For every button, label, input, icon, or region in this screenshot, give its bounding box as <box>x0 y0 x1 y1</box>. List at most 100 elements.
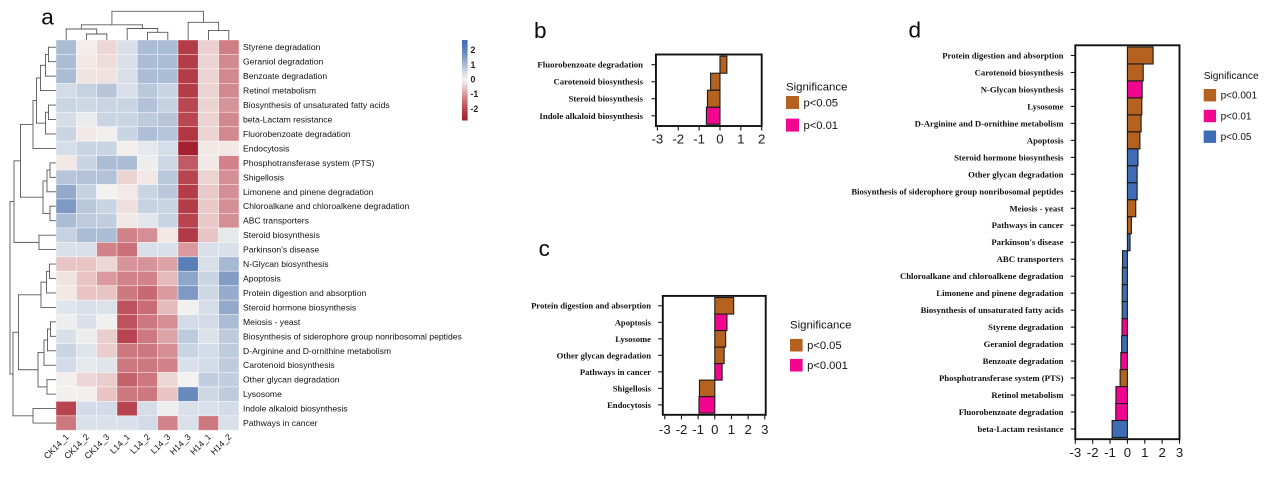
svg-text:Parkinson's disease: Parkinson's disease <box>991 237 1063 247</box>
svg-text:Biosynthesis of siderophore gr: Biosynthesis of siderophore group nonrib… <box>243 331 462 341</box>
svg-text:-2: -2 <box>676 422 688 437</box>
svg-text:a: a <box>41 4 54 29</box>
svg-text:1: 1 <box>728 422 735 437</box>
svg-text:Benzoate degradation: Benzoate degradation <box>243 71 327 81</box>
svg-text:Steroid hormone biosynthesis: Steroid hormone biosynthesis <box>954 152 1064 162</box>
svg-text:Biosynthesis of unsaturated fa: Biosynthesis of unsaturated fatty acids <box>243 100 390 110</box>
svg-text:Other glycan degradation: Other glycan degradation <box>243 375 340 385</box>
svg-text:Shigellosis: Shigellosis <box>243 172 284 182</box>
svg-text:Apoptosis: Apoptosis <box>615 317 652 327</box>
svg-text:Protein digestion and absorpti: Protein digestion and absorption <box>243 288 366 298</box>
svg-text:-1: -1 <box>1104 445 1116 460</box>
svg-text:Fluorobenzoate degradation: Fluorobenzoate degradation <box>537 60 643 70</box>
svg-text:2: 2 <box>744 422 751 437</box>
svg-text:Indole alkaloid biosynthesis: Indole alkaloid biosynthesis <box>539 111 643 121</box>
svg-text:Carotenoid biosynthesis: Carotenoid biosynthesis <box>975 67 1065 77</box>
svg-text:3: 3 <box>761 422 768 437</box>
svg-text:-3: -3 <box>652 132 664 147</box>
svg-text:Fluorobenzoate degradation: Fluorobenzoate degradation <box>243 129 351 139</box>
svg-text:Shigellosis: Shigellosis <box>613 383 652 393</box>
svg-text:Meiosis - yeast: Meiosis - yeast <box>243 317 301 327</box>
svg-text:Geraniol degradation: Geraniol degradation <box>243 57 323 67</box>
svg-text:p<0.05: p<0.05 <box>804 97 839 109</box>
svg-text:Limonene and pinene degradatio: Limonene and pinene degradation <box>243 187 374 197</box>
svg-text:Meiosis - yeast: Meiosis - yeast <box>1009 203 1063 213</box>
svg-text:Other glycan degradation: Other glycan degradation <box>557 350 652 360</box>
svg-text:p<0.001: p<0.001 <box>807 360 848 372</box>
svg-text:Indole alkaloid biosynthesis: Indole alkaloid biosynthesis <box>243 404 348 414</box>
svg-text:Other glycan degradation: Other glycan degradation <box>968 169 1064 179</box>
svg-text:Retinol metabolism: Retinol metabolism <box>991 390 1064 400</box>
svg-text:Pathways in cancer: Pathways in cancer <box>992 220 1064 230</box>
svg-text:d: d <box>909 18 922 43</box>
svg-text:0: 0 <box>471 74 476 84</box>
svg-text:Protein digestion and absorpti: Protein digestion and absorption <box>531 301 651 311</box>
svg-text:Phosphotransferase system (PTS: Phosphotransferase system (PTS) <box>243 158 374 168</box>
svg-text:-1: -1 <box>692 422 704 437</box>
svg-text:Steroid hormone biosynthesis: Steroid hormone biosynthesis <box>243 302 356 312</box>
svg-text:p<0.01: p<0.01 <box>804 120 839 132</box>
svg-text:-1: -1 <box>471 89 479 99</box>
svg-text:0: 0 <box>716 132 723 147</box>
svg-text:2: 2 <box>1158 445 1165 460</box>
svg-text:Significance: Significance <box>786 82 847 94</box>
svg-text:Biosynthesis of siderophore gr: Biosynthesis of siderophore group nonrib… <box>851 186 1064 196</box>
svg-text:Apoptosis: Apoptosis <box>243 274 281 284</box>
svg-text:Limonene and pinene degradatio: Limonene and pinene degradation <box>936 288 1063 298</box>
svg-text:3: 3 <box>1176 445 1183 460</box>
svg-text:b: b <box>534 18 547 43</box>
svg-text:0: 0 <box>1124 445 1131 460</box>
svg-text:2: 2 <box>471 45 476 55</box>
svg-text:Benzoate degradation: Benzoate degradation <box>983 356 1064 366</box>
svg-text:ABC transporters: ABC transporters <box>997 254 1064 264</box>
svg-text:1: 1 <box>471 60 476 70</box>
svg-text:Retinol metabolism: Retinol metabolism <box>243 86 316 96</box>
svg-text:beta-Lactam resistance: beta-Lactam resistance <box>243 115 333 125</box>
svg-text:Lysosome: Lysosome <box>243 389 282 399</box>
svg-text:Significance: Significance <box>790 320 851 332</box>
svg-text:Steroid biosynthesis: Steroid biosynthesis <box>569 94 644 104</box>
svg-text:Pathways in cancer: Pathways in cancer <box>243 418 318 428</box>
svg-text:-1: -1 <box>693 132 705 147</box>
svg-text:0: 0 <box>711 422 718 437</box>
svg-text:Chloroalkane and chloroalkene: Chloroalkane and chloroalkene degradatio… <box>243 201 409 211</box>
svg-text:-2: -2 <box>672 132 684 147</box>
svg-text:p<0.001: p<0.001 <box>1221 91 1258 102</box>
svg-text:Styrene degradation: Styrene degradation <box>988 322 1064 332</box>
svg-text:1: 1 <box>1141 445 1148 460</box>
svg-text:-3: -3 <box>1069 445 1081 460</box>
svg-text:Apoptosis: Apoptosis <box>1027 135 1064 145</box>
svg-text:Lysosome: Lysosome <box>615 334 651 344</box>
svg-text:1: 1 <box>737 132 744 147</box>
svg-text:-2: -2 <box>1087 445 1099 460</box>
svg-text:Carotenoid biosynthesis: Carotenoid biosynthesis <box>553 77 643 87</box>
svg-text:N-Glycan biosynthesis: N-Glycan biosynthesis <box>981 84 1064 94</box>
svg-text:Geraniol degradation: Geraniol degradation <box>984 339 1064 349</box>
svg-text:-3: -3 <box>659 422 671 437</box>
svg-text:Endocytosis: Endocytosis <box>607 400 652 410</box>
svg-text:2: 2 <box>758 132 765 147</box>
svg-text:Biosynthesis of unsaturated fa: Biosynthesis of unsaturated fatty acids <box>921 305 1064 315</box>
svg-text:Lysosome: Lysosome <box>1027 101 1063 111</box>
svg-text:D-Arginine and D-ornithine met: D-Arginine and D-ornithine metabolism <box>243 346 391 356</box>
svg-text:Carotenoid biosynthesis: Carotenoid biosynthesis <box>243 360 335 370</box>
svg-text:Styrene degradation: Styrene degradation <box>243 42 321 52</box>
svg-text:Chloroalkane and chloroalkene: Chloroalkane and chloroalkene degradatio… <box>900 271 1064 281</box>
svg-text:Steroid biosynthesis: Steroid biosynthesis <box>243 230 320 240</box>
svg-text:Fluorobenzoate degradation: Fluorobenzoate degradation <box>959 407 1064 417</box>
svg-text:Pathways in cancer: Pathways in cancer <box>580 367 651 377</box>
svg-text:D-Arginine and D-ornithine met: D-Arginine and D-ornithine metabolism <box>915 118 1065 128</box>
svg-text:c: c <box>539 236 550 261</box>
svg-text:Parkinson's disease: Parkinson's disease <box>243 245 319 255</box>
svg-text:beta-Lactam resistance: beta-Lactam resistance <box>978 424 1064 434</box>
svg-text:Protein digestion and absorpti: Protein digestion and absorption <box>942 50 1063 60</box>
svg-text:Phosphotransferase system (PTS: Phosphotransferase system (PTS) <box>939 373 1064 383</box>
svg-text:p<0.05: p<0.05 <box>807 340 842 352</box>
svg-text:p<0.05: p<0.05 <box>1221 132 1252 143</box>
svg-text:ABC transporters: ABC transporters <box>243 216 309 226</box>
svg-text:Significance: Significance <box>1204 71 1259 82</box>
svg-text:p<0.01: p<0.01 <box>1221 111 1252 122</box>
svg-text:N-Glycan biosynthesis: N-Glycan biosynthesis <box>243 259 329 269</box>
svg-text:-2: -2 <box>471 104 479 114</box>
svg-text:Endocytosis: Endocytosis <box>243 143 289 153</box>
